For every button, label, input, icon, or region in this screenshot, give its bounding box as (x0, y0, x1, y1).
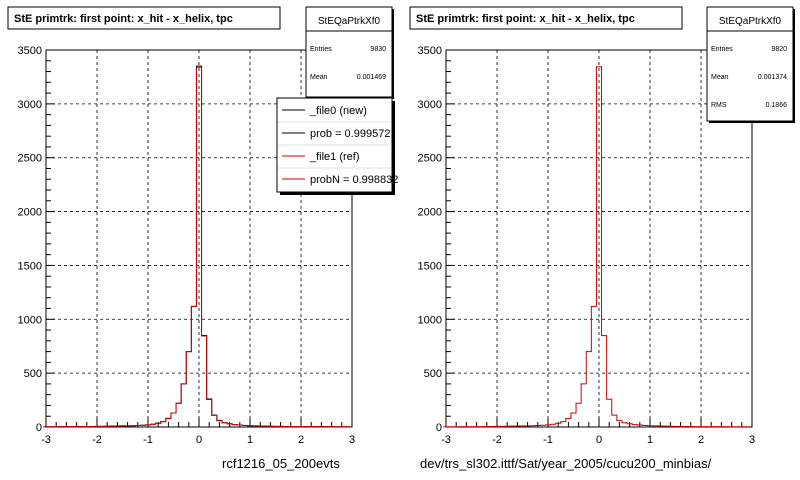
right-y-tick-label: 3500 (418, 45, 442, 57)
right-y-tick-label: 1000 (418, 314, 442, 326)
left-stats-title: StEQaPtrkXf0 (318, 16, 381, 27)
left-x-tick-label: -2 (92, 434, 102, 446)
left-x-tick-label: 0 (196, 434, 202, 446)
left-y-tick-label: 500 (24, 368, 42, 380)
left-x-tick-label: 2 (298, 434, 304, 446)
right-stats-value: 0.001374 (758, 74, 787, 81)
right-stats-label: RMS (711, 102, 727, 109)
left-y-tick-label: 0 (36, 422, 42, 434)
right-x-tick-label: -2 (492, 434, 502, 446)
right-title-box (409, 6, 683, 30)
left-y-tick-label: 3000 (18, 99, 42, 111)
left-y-tick-label: 2500 (18, 153, 42, 165)
left-x-tick-label: 3 (349, 434, 355, 446)
left-plot-title: StE primtrk: first point: x_hit - x_heli… (14, 13, 233, 25)
right-stats-title: StEQaPtrkXf0 (719, 16, 782, 27)
left-x-tick-label: -1 (143, 434, 153, 446)
left-stats-box (305, 6, 393, 98)
right-plot-caption: dev/trs_sl302.ittf/Sat/year_2005/cucu200… (420, 456, 712, 471)
left-stats-value: 0.001469 (357, 74, 386, 81)
left-plot-caption: rcf1216_05_200evts (222, 456, 340, 471)
right-x-tick-label: -3 (441, 434, 451, 446)
right-y-tick-label: 500 (424, 368, 442, 380)
legend-entry: probN = 0.998832 (310, 174, 398, 186)
left-x-tick-label: -3 (41, 434, 51, 446)
right-plot-title: StE primtrk: first point: x_hit - x_heli… (416, 13, 635, 25)
right-histogram-series-a (443, 66, 750, 428)
right-x-tick-label: 2 (698, 434, 704, 446)
right-stats-box (706, 6, 794, 122)
right-stats-value: 9820 (771, 46, 787, 53)
left-y-tick-label: 1000 (18, 314, 42, 326)
right-stats-label: Entries (711, 46, 733, 53)
left-y-tick-label: 3500 (18, 45, 42, 57)
right-stats-label: Mean (711, 74, 729, 81)
legend-entry: prob = 0.999572 (310, 128, 390, 140)
legend-entry: _file1 (ref) (309, 151, 360, 163)
left-x-tick-label: 1 (247, 434, 253, 446)
right-y-tick-label: 0 (436, 422, 442, 434)
right-x-tick-label: 3 (749, 434, 755, 446)
right-x-tick-label: -1 (543, 434, 553, 446)
right-stats-value: 0.1866 (766, 102, 788, 109)
left-stats-value: 9830 (370, 46, 386, 53)
left-y-tick-label: 1500 (18, 260, 42, 272)
left-histogram-series-b (43, 66, 350, 428)
left-title-box (7, 6, 281, 30)
legend-entry: _file0 (new) (309, 105, 367, 117)
right-y-tick-label: 1500 (418, 260, 442, 272)
right-y-tick-label: 3000 (418, 99, 442, 111)
left-y-tick-label: 2000 (18, 207, 42, 219)
right-y-tick-label: 2000 (418, 207, 442, 219)
right-y-tick-label: 2500 (418, 153, 442, 165)
right-x-tick-label: 1 (647, 434, 653, 446)
left-stats-label: Mean (310, 74, 328, 81)
right-x-tick-label: 0 (596, 434, 602, 446)
left-stats-label: Entries (310, 46, 332, 53)
